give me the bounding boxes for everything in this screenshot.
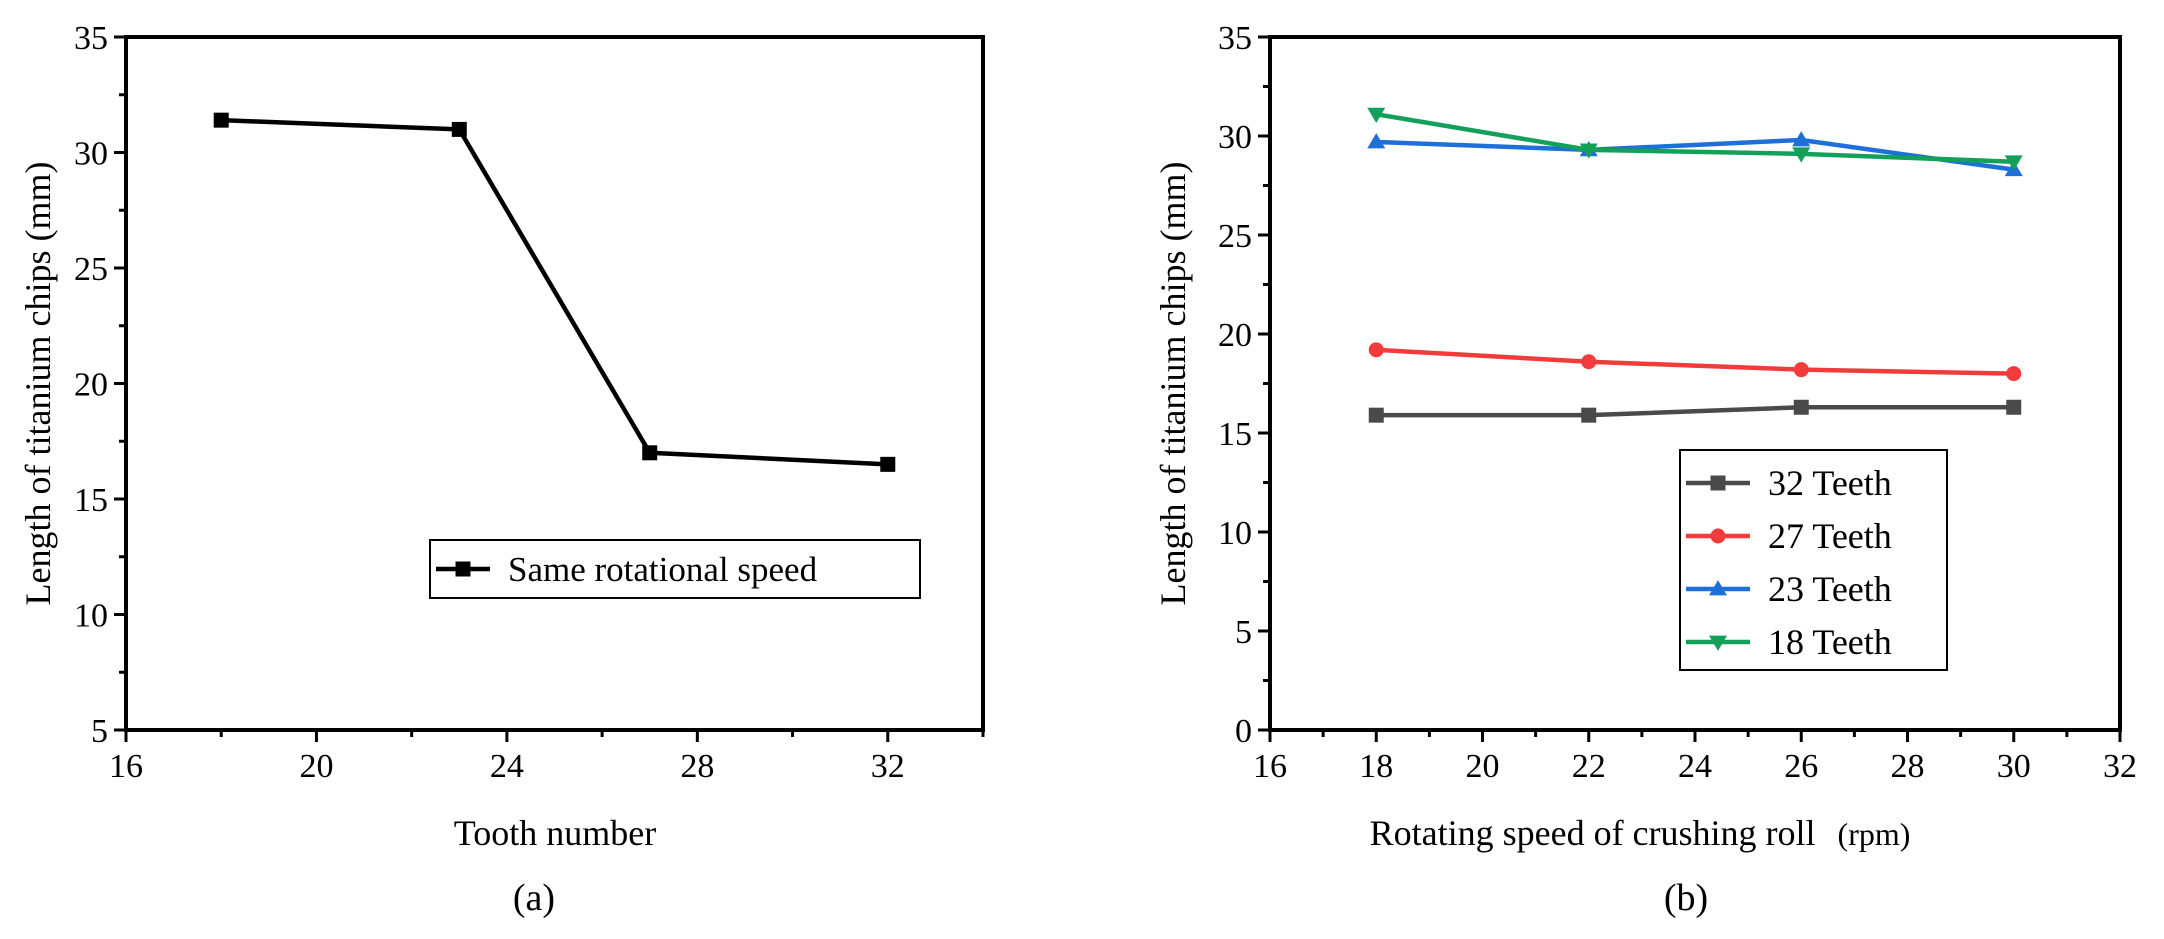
y-tick-label: 0 bbox=[1235, 713, 1252, 750]
data-point bbox=[1793, 362, 1809, 378]
y-tick-label: 30 bbox=[1218, 119, 1252, 156]
plot-frame bbox=[124, 35, 985, 732]
data-point bbox=[880, 456, 896, 472]
data-point bbox=[213, 112, 229, 128]
series-line bbox=[1376, 347, 2014, 376]
x-tick-label: 16 bbox=[109, 748, 143, 785]
data-point bbox=[1581, 354, 1597, 370]
legend-box bbox=[429, 539, 921, 599]
series-18-teeth bbox=[1367, 107, 2023, 171]
data-point bbox=[451, 121, 467, 137]
x-tick-label: 16 bbox=[1253, 748, 1287, 785]
x-tick-label: 30 bbox=[1997, 748, 2031, 785]
y-tick-label: 5 bbox=[1235, 614, 1252, 651]
series-line bbox=[1375, 112, 2014, 164]
series-line bbox=[1376, 137, 2015, 172]
x-tick-label: 28 bbox=[1891, 748, 1925, 785]
panel-label: (a) bbox=[513, 877, 555, 919]
legend-marker bbox=[1709, 635, 1727, 651]
y-tick-label: 20 bbox=[1218, 317, 1252, 354]
series-27-teeth bbox=[1368, 342, 2022, 382]
x-axis-title: Tooth number bbox=[454, 813, 656, 853]
y-axis-title: Length of titanium chips (mm) bbox=[18, 162, 58, 606]
x-tick-label: 26 bbox=[1784, 748, 1818, 785]
x-tick-label: 20 bbox=[1466, 748, 1500, 785]
data-point bbox=[2006, 399, 2022, 415]
legend-label: Same rotational speed bbox=[508, 550, 818, 589]
y-tick-label: 15 bbox=[1218, 416, 1252, 453]
y-axis-title: Length of titanium chips (mm) bbox=[1153, 162, 1193, 606]
data-point bbox=[1581, 407, 1597, 423]
y-tick-label: 35 bbox=[74, 20, 108, 57]
x-axis-title: Rotating speed of crushing roll (rpm) bbox=[1370, 813, 1911, 853]
y-tick-label: 20 bbox=[74, 367, 108, 404]
y-tick-label: 15 bbox=[74, 482, 108, 519]
series-same-rotational-speed bbox=[213, 112, 896, 472]
y-tick-label: 25 bbox=[74, 251, 108, 288]
y-tick-label: 30 bbox=[74, 136, 108, 173]
x-tick-label: 32 bbox=[2103, 748, 2137, 785]
legend-marker bbox=[1709, 580, 1727, 596]
series-line bbox=[221, 117, 888, 467]
data-point bbox=[1367, 107, 1386, 124]
data-point bbox=[642, 445, 658, 461]
y-tick-label: 35 bbox=[1218, 20, 1252, 57]
data-point bbox=[1792, 147, 1811, 163]
x-tick-label: 24 bbox=[490, 748, 524, 785]
x-tick-label: 20 bbox=[299, 748, 333, 785]
data-point bbox=[2006, 366, 2022, 382]
chart-panel-a: 16 20 24 28 32 5 10 15 20 25 30 35 Tooth number Lengt… bbox=[18, 20, 985, 919]
x-tick-label: 22 bbox=[1572, 748, 1606, 785]
data-point bbox=[1792, 131, 1811, 147]
x-axis-unit: (rpm) bbox=[1838, 816, 1911, 852]
legend-marker bbox=[1710, 528, 1726, 544]
data-point bbox=[1368, 407, 1384, 423]
legend-label: 18 Teeth bbox=[1768, 622, 1892, 662]
data-point bbox=[1367, 133, 1386, 149]
legend-label: 23 Teeth bbox=[1768, 569, 1892, 609]
x-tick-label: 24 bbox=[1678, 748, 1712, 785]
legend: Same rotational speed bbox=[429, 539, 921, 599]
legend-label: 27 Teeth bbox=[1768, 516, 1892, 556]
chart-panel-b: 16 18 20 22 24 26 28 30 32 0 5 10 15 20 25 30 35 Rotating… bbox=[1153, 20, 2137, 919]
data-point bbox=[1793, 399, 1809, 415]
panel-label: (b) bbox=[1664, 877, 1708, 919]
series-32-teeth bbox=[1368, 399, 2022, 423]
data-point bbox=[2004, 155, 2023, 171]
y-tick-label: 5 bbox=[91, 713, 108, 750]
y-tick-label: 10 bbox=[74, 598, 108, 635]
series-line bbox=[1376, 405, 2014, 418]
x-tick-label: 18 bbox=[1359, 748, 1393, 785]
legend-marker bbox=[455, 561, 471, 577]
y-tick-label: 25 bbox=[1218, 218, 1252, 255]
x-tick-label: 32 bbox=[871, 748, 905, 785]
legend: 32 Teeth 27 Teeth 23 Teeth 18 Teeth bbox=[1679, 449, 1948, 671]
y-tick-label: 10 bbox=[1218, 515, 1252, 552]
data-point bbox=[1579, 143, 1598, 159]
x-axis-title-text: Rotating speed of crushing roll bbox=[1370, 813, 1816, 853]
legend-marker bbox=[1710, 475, 1726, 491]
x-tick-label: 28 bbox=[680, 748, 714, 785]
legend-label: 32 Teeth bbox=[1768, 463, 1892, 503]
data-point bbox=[1368, 342, 1384, 358]
